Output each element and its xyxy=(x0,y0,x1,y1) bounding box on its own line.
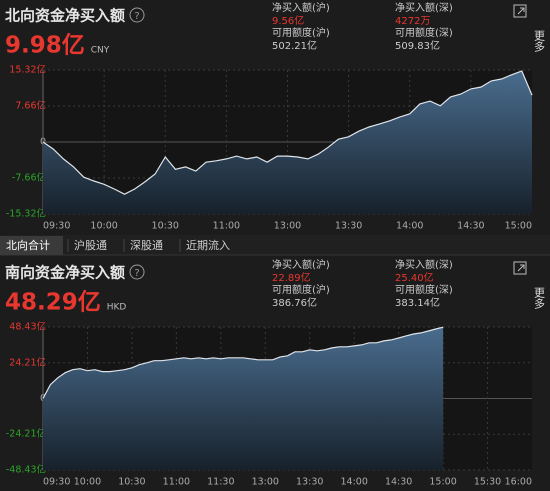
x-tick-label: 11:00 xyxy=(163,477,190,488)
stat-value: 4272万 xyxy=(395,16,430,27)
stat-value: 509.83亿 xyxy=(395,39,440,52)
line xyxy=(42,326,444,399)
stat-value: 383.14亿 xyxy=(395,296,440,309)
tab[interactable]: 近期流入 xyxy=(186,238,230,252)
x-tick-label: 11:00 xyxy=(213,221,240,232)
stat-label: 可用额度(深) xyxy=(395,26,453,39)
tab-bar xyxy=(0,235,550,256)
panel-title: 北向资金净买入额 xyxy=(5,7,125,25)
x-tick-label: 16:00 xyxy=(505,477,532,488)
help-icon[interactable] xyxy=(129,264,145,280)
stat-label: 净买入额(沪) xyxy=(272,1,330,14)
x-tick-label: 13:00 xyxy=(274,221,301,232)
x-tick-label: 15:00 xyxy=(505,221,532,232)
y-tick-label: -24.21亿 xyxy=(6,428,46,440)
x-tick-label: 10:00 xyxy=(90,221,117,232)
tab[interactable]: 深股通 xyxy=(130,239,163,252)
stat-label: 可用额度(沪) xyxy=(272,283,330,296)
headline-value: 9.98亿 xyxy=(5,33,85,59)
area-fill xyxy=(43,327,444,470)
stat-value: 22.89亿 xyxy=(272,271,311,284)
x-tick-label: 10:30 xyxy=(118,477,145,488)
currency: CNY xyxy=(91,46,110,56)
stat-label: 可用额度(深) xyxy=(395,283,453,296)
stat-label: 可用额度(沪) xyxy=(272,26,330,39)
y-tick-label: -7.66亿 xyxy=(12,172,46,184)
help-icon-glyph: ? xyxy=(134,268,139,279)
stat-value: 386.76亿 xyxy=(272,296,317,309)
y-tick-label: 24.21亿 xyxy=(9,356,46,368)
x-tick-label: 13:00 xyxy=(252,477,279,488)
y-tick-label: 7.66亿 xyxy=(15,100,46,112)
x-tick-label: 10:00 xyxy=(74,477,101,488)
active-tab-bg xyxy=(0,236,63,255)
x-tick-label: 13:30 xyxy=(296,477,323,488)
x-tick-label: 10:30 xyxy=(152,221,179,232)
tab[interactable]: 沪股通 xyxy=(74,238,107,252)
panel-title: 南向资金净买入额 xyxy=(5,264,125,282)
x-tick-label: 14:30 xyxy=(385,477,412,488)
help-icon-glyph: ? xyxy=(134,11,139,22)
more-button[interactable]: 更多 xyxy=(533,287,546,310)
x-tick-label: 14:00 xyxy=(396,221,423,232)
stat-label: 净买入额(深) xyxy=(395,258,453,271)
x-tick-label: 11:30 xyxy=(207,477,234,488)
x-tick-label: 13:30 xyxy=(335,221,362,232)
share-icon[interactable] xyxy=(513,261,527,275)
more-button[interactable]: 更多 xyxy=(533,30,546,53)
x-tick-label: 09:30 xyxy=(43,221,70,232)
y-tick-label: -48.43亿 xyxy=(6,464,46,476)
currency: HKD xyxy=(107,303,127,313)
tab-bar-bg xyxy=(0,235,550,255)
tab[interactable]: 北向合计 xyxy=(6,238,50,252)
stat-value: 25.40亿 xyxy=(395,271,434,284)
line xyxy=(42,70,533,195)
share-icon[interactable] xyxy=(513,4,527,18)
stat-label: 净买入额(沪) xyxy=(272,258,330,271)
y-tick-label: 48.43亿 xyxy=(9,321,46,333)
x-tick-label: 15:00 xyxy=(429,477,456,488)
x-tick-label: 15:30 xyxy=(474,477,501,488)
x-tick-label: 09:30 xyxy=(43,477,70,488)
stat-label: 净买入额(深) xyxy=(395,1,453,14)
y-tick-label: -15.32亿 xyxy=(6,208,46,220)
help-icon[interactable] xyxy=(129,7,145,23)
area-fill xyxy=(43,71,532,214)
headline-value: 48.29亿 xyxy=(5,290,101,316)
x-tick-label: 14:30 xyxy=(457,221,484,232)
stat-value: 9.56亿 xyxy=(272,14,304,27)
y-tick-label: 15.32亿 xyxy=(9,64,46,76)
stat-value: 502.21亿 xyxy=(272,39,317,52)
x-tick-label: 14:00 xyxy=(340,477,367,488)
